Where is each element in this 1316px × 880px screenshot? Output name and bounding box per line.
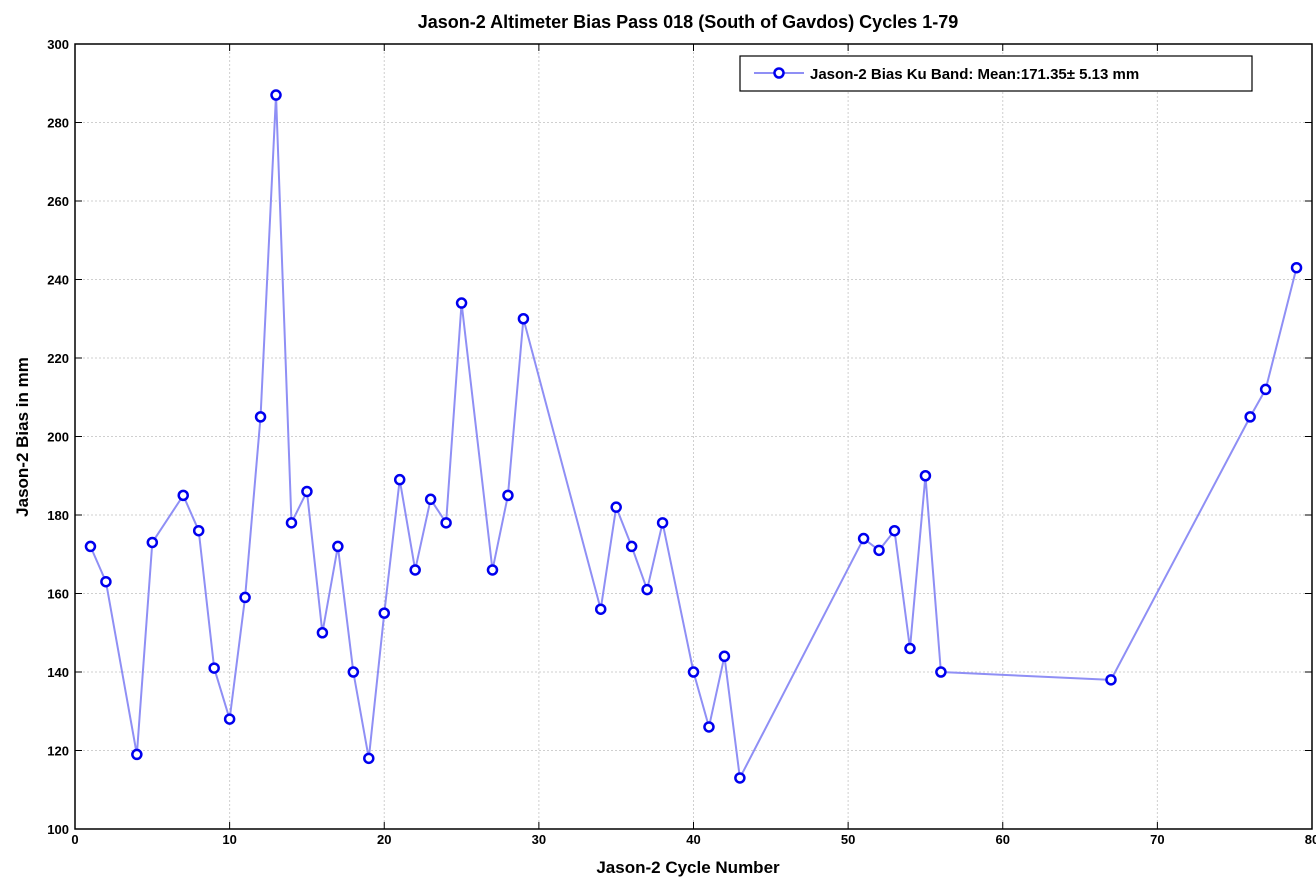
y-tick-label: 240 [47,273,69,288]
data-point [502,489,514,502]
y-tick-label: 180 [47,508,69,523]
series-layer [84,89,1303,784]
data-point [409,564,421,576]
data-point [656,517,669,529]
y-tick-label: 300 [47,37,69,52]
data-point [285,517,298,529]
data-point [332,540,344,553]
legend-entry: Jason-2 Bias Ku Band: Mean:171.35± 5.13 … [810,66,1139,83]
x-tick-label: 40 [686,832,700,847]
grid [75,44,1312,829]
data-point [919,470,932,482]
data-point [734,772,746,784]
data-point [378,607,390,619]
x-tick-label: 20 [377,832,391,847]
data-point [301,485,313,498]
data-point [316,627,329,639]
data-point [486,564,499,576]
data-point [904,642,916,655]
data-point [625,540,638,553]
data-point [594,603,607,615]
legend-box [739,55,1253,92]
data-point [208,662,220,674]
data-point [239,591,251,604]
x-axis-label: Jason-2 Cycle Number [596,858,780,877]
data-point [440,517,452,529]
data-point [254,411,267,423]
y-axis: 100 120 140 160 180 200 220 240 260 280 300 [47,37,1312,837]
data-point [641,583,653,596]
y-axis-label: Jason-2 Bias in mm [13,357,32,517]
data-point [192,524,205,537]
legend: Jason-2 Bias Ku Band: Mean:171.35± 5.13 … [739,55,1253,92]
data-point [455,297,468,309]
data-point [363,752,375,765]
data-point [703,721,715,733]
data-point [347,666,360,678]
x-tick-label: 80 [1305,832,1316,847]
data-point [935,666,947,678]
data-point [1244,411,1256,423]
x-tick-label: 70 [1150,832,1164,847]
y-tick-label: 260 [47,194,69,209]
data-point [610,501,622,513]
x-tick-label: 50 [841,832,855,847]
data-point [1105,674,1117,686]
y-tick-label: 200 [47,430,69,445]
legend-marker [773,67,785,79]
data-point [1259,383,1272,396]
x-axis: 0 10 20 30 40 50 60 70 80 [71,44,1316,847]
data-point [1290,261,1303,274]
data-point [177,489,189,502]
x-tick-label: 10 [222,832,236,847]
data-point [100,575,112,588]
y-tick-label: 100 [47,822,69,837]
data-point [424,493,437,506]
data-point [687,666,700,678]
data-point [270,89,282,101]
y-tick-label: 140 [47,665,69,680]
y-tick-label: 160 [47,587,69,602]
data-point [888,524,901,537]
data-point [146,536,159,549]
x-tick-label: 0 [71,832,78,847]
data-point [131,748,143,761]
data-point [873,544,885,557]
data-point [857,532,870,545]
y-tick-label: 120 [47,744,69,759]
y-tick-label: 220 [47,351,69,366]
x-tick-label: 60 [996,832,1010,847]
data-point [517,313,530,325]
y-tick-label: 280 [47,116,69,131]
data-point [84,540,97,553]
data-point [718,650,731,663]
data-point [223,713,236,725]
data-point [393,473,406,486]
x-tick-label: 30 [532,832,546,847]
chart-title: Jason-2 Altimeter Bias Pass 018 (South o… [418,12,959,32]
